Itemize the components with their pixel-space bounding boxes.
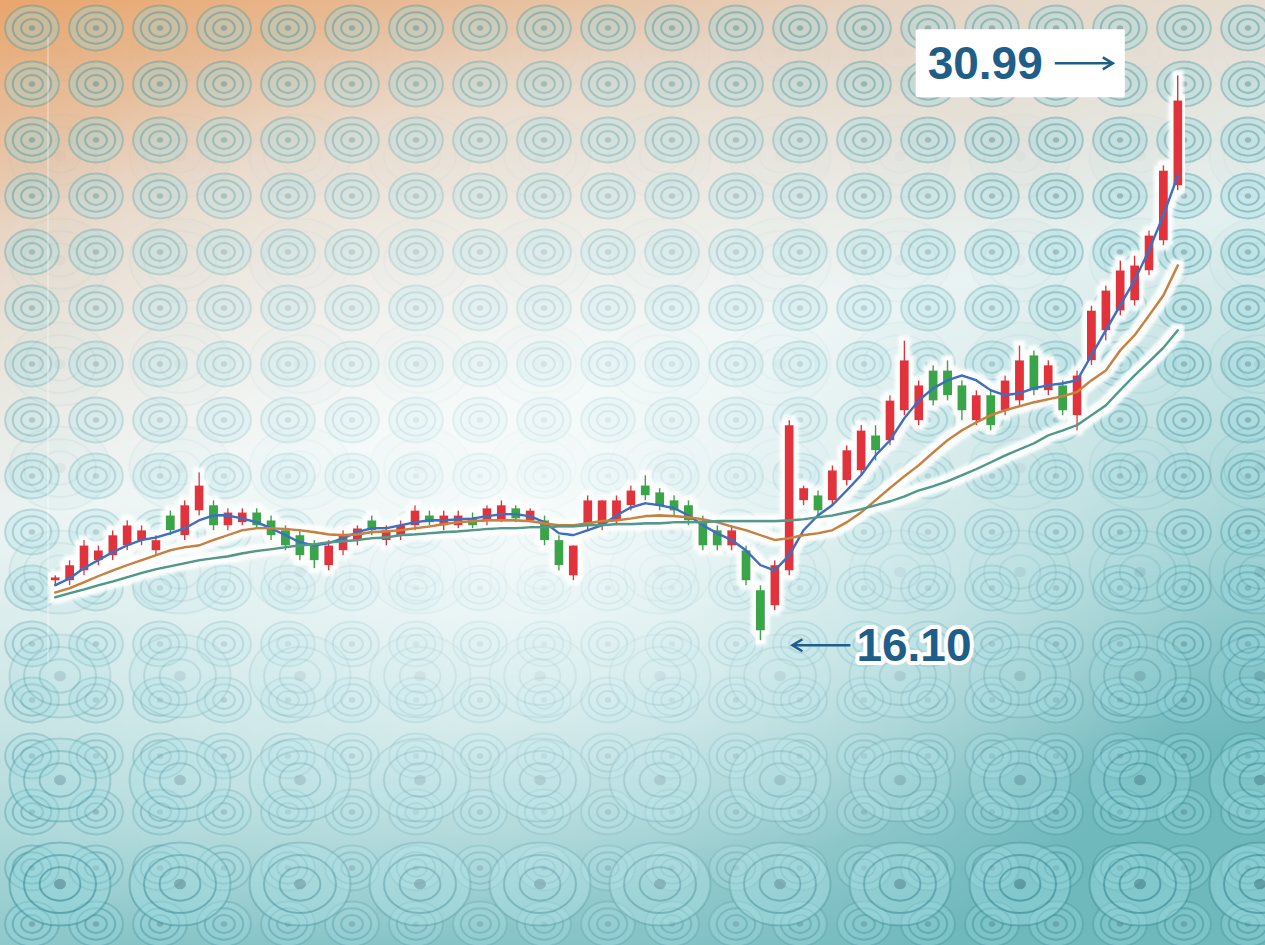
annotation-text: 16.10 <box>856 619 971 671</box>
candle-body <box>986 395 995 425</box>
candle-body <box>857 430 866 470</box>
annotation-arrowhead <box>792 639 802 651</box>
annotation: 30.99 <box>916 29 1125 97</box>
candle-body <box>123 525 132 545</box>
candle-body <box>554 540 563 565</box>
background <box>0 0 1265 945</box>
candle-body <box>900 360 909 410</box>
candle-body <box>483 508 492 520</box>
candle-body <box>957 385 966 410</box>
candle-body <box>799 488 808 500</box>
candle-body <box>569 545 578 575</box>
plot-area <box>51 75 1183 640</box>
annotation-arrow <box>792 644 850 647</box>
chart-root: 30.99 16.10 <box>0 0 1265 945</box>
ma-line <box>55 330 1178 597</box>
candle-body <box>1029 355 1038 390</box>
y-axis-line <box>48 37 49 663</box>
candle-body <box>842 450 851 480</box>
candle-body <box>151 540 160 550</box>
candle-body <box>641 485 650 495</box>
annotation-text: 30.99 <box>928 37 1043 89</box>
candle-body <box>655 492 664 505</box>
candle-body <box>1173 100 1182 185</box>
candle-body <box>871 435 880 450</box>
marks <box>51 75 1183 640</box>
background-discs <box>0 0 1265 945</box>
candle-body <box>828 470 837 500</box>
candle-body <box>497 505 506 520</box>
candle-body <box>51 577 60 580</box>
candle-body <box>324 545 333 565</box>
annotation-arrowhead <box>1103 57 1113 69</box>
background-discs-large <box>0 0 1265 945</box>
annotation-arrow <box>1055 62 1113 65</box>
candle-body <box>814 495 823 510</box>
candle-body <box>166 515 175 530</box>
candle-body <box>310 545 319 560</box>
ma-line <box>55 265 1178 592</box>
candle-body <box>583 500 592 525</box>
annotation-box <box>916 29 1125 97</box>
background-glow <box>0 0 1265 945</box>
candle-body <box>972 395 981 420</box>
candle-body <box>195 485 204 510</box>
candle-body <box>626 490 635 505</box>
annotation: 16.10 <box>792 619 971 671</box>
candle-body <box>756 590 765 630</box>
candle-body <box>1130 265 1139 300</box>
